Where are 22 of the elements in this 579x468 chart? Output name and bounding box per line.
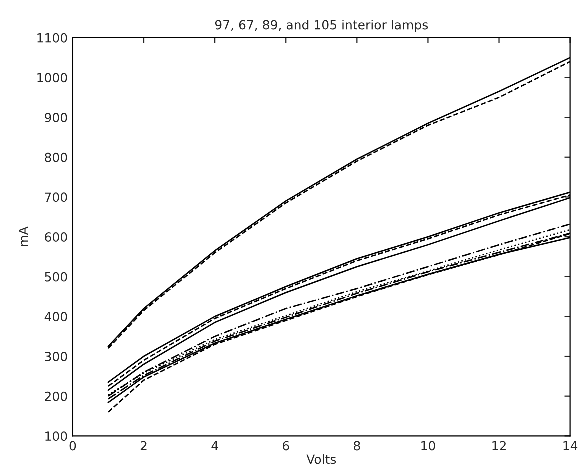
y-tick-label: 800: [45, 152, 68, 162]
y-tick-label: 200: [45, 392, 68, 402]
y-tick-label: 300: [45, 352, 68, 362]
y-tick-label: 900: [45, 113, 68, 122]
y-tick-label: 700: [45, 192, 68, 202]
x-tick-label: 6: [283, 441, 290, 451]
y-tick-label: 100: [46, 432, 68, 442]
x-tick-label: 0: [70, 441, 76, 451]
y-tick-label: 400: [44, 312, 68, 322]
x-tick-label: 2: [140, 441, 147, 451]
x-tick-label: 14: [564, 441, 578, 451]
x-axis-title: Volts: [306, 454, 336, 464]
x-tick-label: 8: [354, 441, 360, 451]
y-tick-label: 1100: [38, 33, 68, 43]
x-tick-label: 12: [492, 441, 506, 451]
y-tick-label: 600: [45, 232, 68, 242]
y-axis-title: mA: [19, 226, 28, 246]
x-tick-label: 10: [422, 441, 436, 451]
chart-title: 97, 67, 89, and 105 interior lamps: [215, 20, 428, 32]
x-tick-label: 4: [212, 441, 218, 451]
y-tick-label: 1000: [38, 73, 68, 83]
y-tick-label: 500: [45, 272, 68, 282]
